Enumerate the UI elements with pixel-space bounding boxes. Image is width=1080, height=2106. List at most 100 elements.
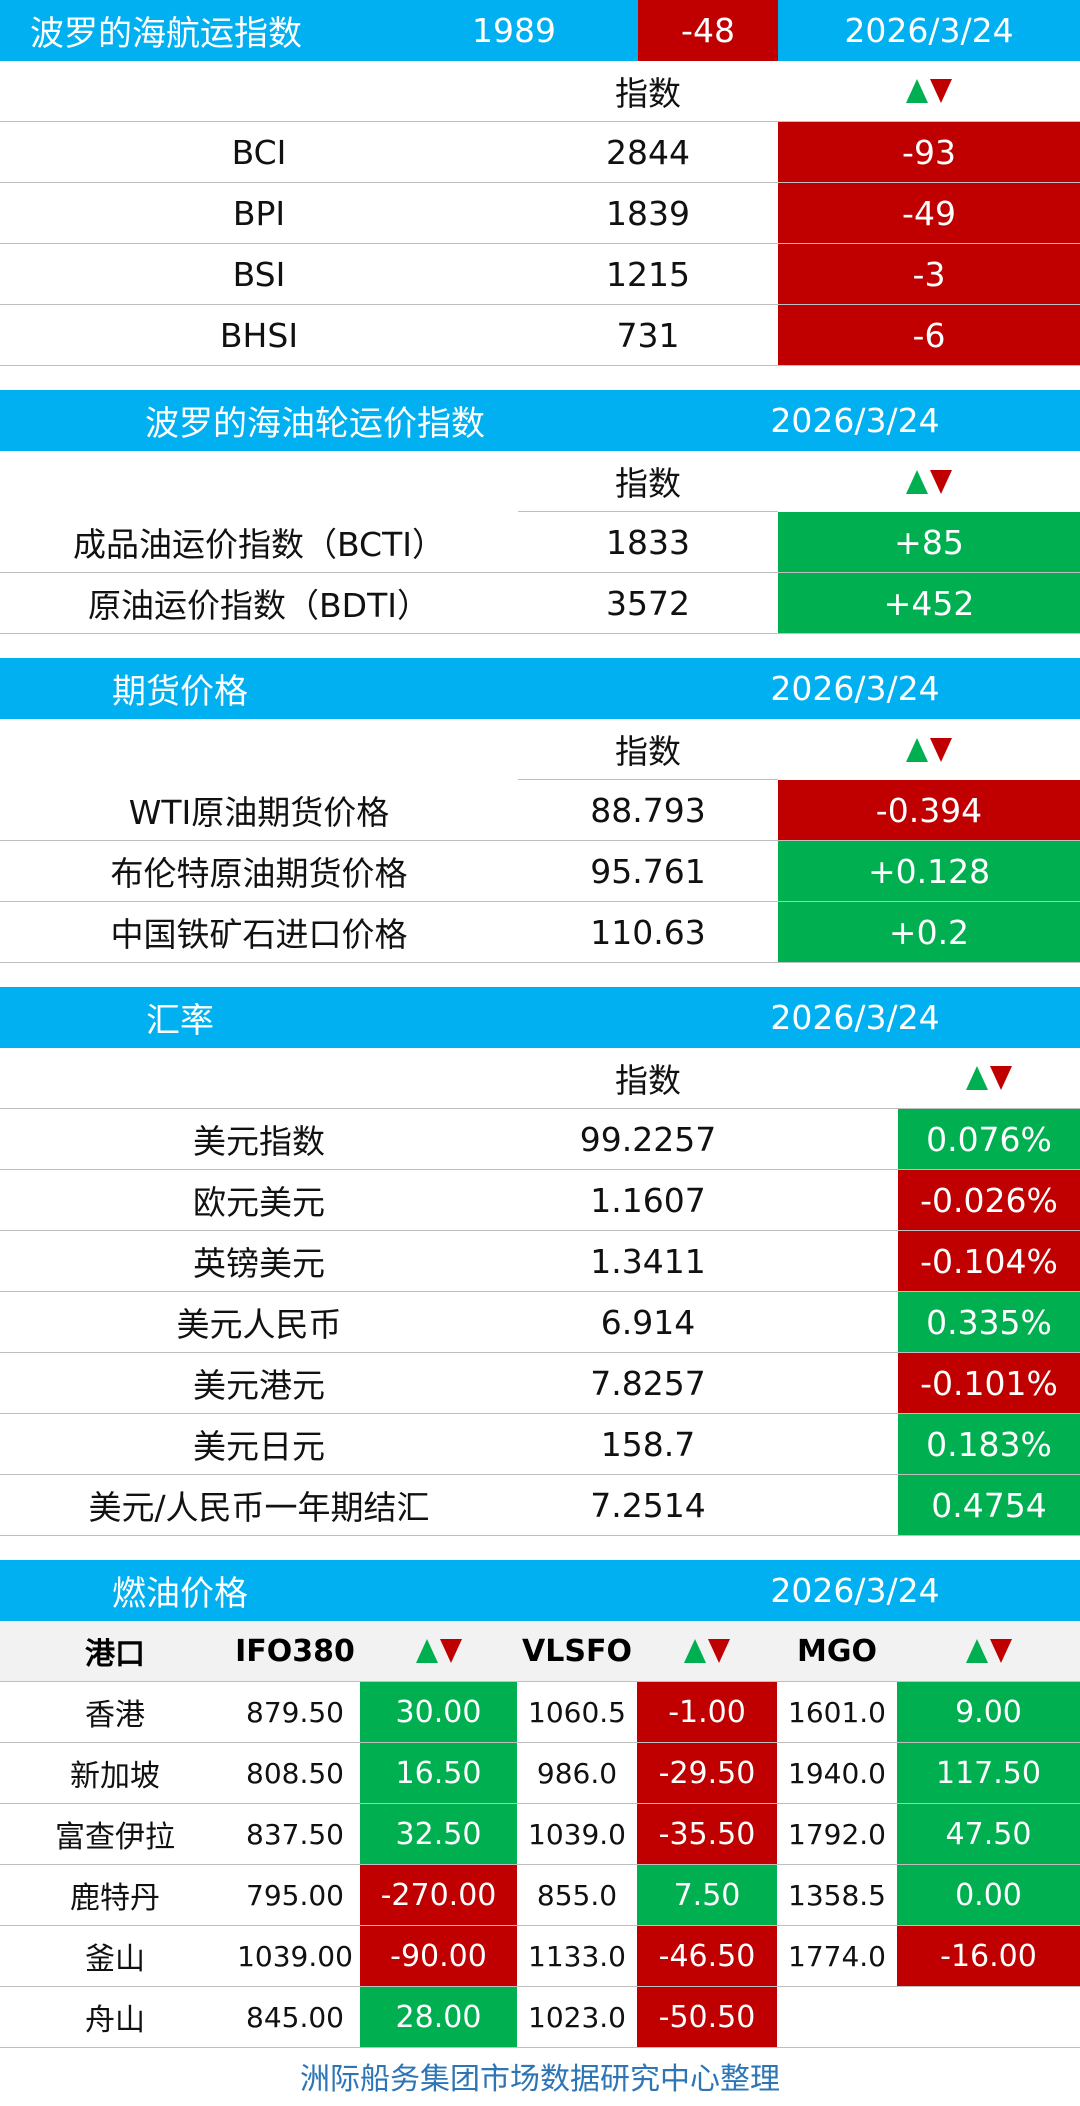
- fuel-rows: 香港 879.50 30.00 1060.5 -1.00 1601.0 9.00 新加坡 808…: [0, 1682, 1080, 2048]
- row-mgo: 1940.0: [788, 1756, 886, 1790]
- row-name: 英镑美元: [193, 1244, 325, 1283]
- tanker-col-index: 指数: [518, 451, 778, 512]
- row-ifo-change: 28.00: [360, 1987, 517, 2047]
- row-change: +0.128: [778, 841, 1080, 901]
- row-vlsfo: 1060.5: [528, 1695, 626, 1729]
- row-vlsfo-change: -46.50: [637, 1926, 777, 1986]
- row-ifo: 795.00: [246, 1878, 344, 1912]
- row-change: -3: [778, 244, 1080, 304]
- row-value: 99.2257: [579, 1119, 717, 1159]
- updown-icon: [778, 451, 1080, 512]
- bdi-header: 波罗的海航运指数 1989 -48 2026/3/24: [0, 0, 1080, 61]
- table-row: WTI原油期货价格 88.793 -0.394: [0, 780, 1080, 841]
- table-row: 美元人民币 6.914 0.335%: [0, 1292, 1080, 1353]
- table-row: 美元指数 99.2257 0.076%: [0, 1109, 1080, 1170]
- table-row: 美元港元 7.8257 -0.101%: [0, 1353, 1080, 1414]
- row-mgo: 1792.0: [788, 1817, 886, 1851]
- fx-section: 汇率 2026/3/24 指数 美元指数 99.2257 0.076% 欧元美元 1.1…: [0, 987, 1080, 1536]
- fx-date: 2026/3/24: [770, 998, 940, 1037]
- futures-col-index: 指数: [518, 719, 778, 780]
- tanker-date: 2026/3/24: [770, 401, 940, 440]
- row-ifo: 808.50: [246, 1756, 344, 1790]
- updown-icon: [898, 1048, 1080, 1108]
- row-value: 1.1607: [590, 1180, 706, 1220]
- row-mgo-change: 117.50: [897, 1743, 1080, 1803]
- row-value: 1833: [606, 522, 690, 562]
- table-row: 鹿特丹 795.00 -270.00 855.0 7.50 1358.5 0.00: [0, 1865, 1080, 1926]
- table-row: 欧元美元 1.1607 -0.026%: [0, 1170, 1080, 1231]
- updown-icon: [778, 61, 1080, 121]
- footer-credit: 洲际船务集团市场数据研究中心整理: [300, 2062, 780, 2097]
- row-mgo: [777, 1987, 897, 2047]
- fuel-date: 2026/3/24: [770, 1571, 940, 1610]
- row-change: 0.183%: [898, 1414, 1080, 1474]
- row-vlsfo: 1023.0: [528, 2000, 626, 2034]
- fuel-col-ifo: IFO380: [235, 1633, 355, 1669]
- futures-date: 2026/3/24: [770, 669, 940, 708]
- futures-colhead: 指数: [0, 719, 1080, 780]
- row-change: +0.2: [778, 902, 1080, 962]
- row-name: 美元指数: [193, 1122, 325, 1161]
- row-ifo-change: -90.00: [360, 1926, 517, 1986]
- row-mgo-change: 0.00: [897, 1865, 1080, 1925]
- row-value: 88.793: [590, 790, 706, 830]
- table-row: BPI 1839 -49: [0, 183, 1080, 244]
- updown-icon: [778, 719, 1080, 780]
- row-name: WTI原油期货价格: [128, 793, 390, 832]
- row-value: 731: [616, 315, 680, 355]
- bdi-section: 波罗的海航运指数 1989 -48 2026/3/24 指数 BCI 2844 -9…: [0, 0, 1080, 366]
- row-change: +452: [778, 573, 1080, 633]
- row-name: BSI: [232, 254, 286, 294]
- row-name: 布伦特原油期货价格: [110, 854, 408, 893]
- updown-icon: [897, 1621, 1080, 1681]
- tanker-header: 波罗的海油轮运价指数 2026/3/24: [0, 390, 1080, 451]
- row-name: 中国铁矿石进口价格: [110, 915, 408, 954]
- table-row: BHSI 731 -6: [0, 305, 1080, 366]
- row-mgo-change: [897, 1987, 1080, 2047]
- table-row: 富查伊拉 837.50 32.50 1039.0 -35.50 1792.0 47.50: [0, 1804, 1080, 1865]
- table-row: 美元日元 158.7 0.183%: [0, 1414, 1080, 1475]
- row-port: 釜山: [85, 1942, 145, 1977]
- row-value: 1215: [606, 254, 690, 294]
- table-row: 中国铁矿石进口价格 110.63 +0.2: [0, 902, 1080, 963]
- row-ifo-change: -270.00: [360, 1865, 517, 1925]
- row-value: 2844: [606, 132, 690, 172]
- row-name: 美元/人民币一年期结汇: [88, 1488, 430, 1527]
- tanker-colhead: 指数: [0, 451, 1080, 512]
- row-value: 158.7: [600, 1424, 696, 1464]
- row-mgo: 1601.0: [788, 1695, 886, 1729]
- row-change: 0.4754: [898, 1475, 1080, 1535]
- row-vlsfo: 1133.0: [528, 1939, 626, 1973]
- row-value: 1.3411: [590, 1241, 706, 1281]
- row-value: 7.2514: [590, 1485, 706, 1525]
- row-name: 美元港元: [193, 1366, 325, 1405]
- table-row: 新加坡 808.50 16.50 986.0 -29.50 1940.0 117.50: [0, 1743, 1080, 1804]
- table-row: 英镑美元 1.3411 -0.104%: [0, 1231, 1080, 1292]
- row-mgo-change: -16.00: [897, 1926, 1080, 1986]
- row-name: 成品油运价指数（BCTI）: [73, 525, 445, 564]
- row-value: 3572: [606, 583, 690, 623]
- bdi-value: 1989: [472, 11, 556, 50]
- row-name: BHSI: [219, 315, 299, 355]
- table-row: BCI 2844 -93: [0, 122, 1080, 183]
- row-change: -0.101%: [898, 1353, 1080, 1413]
- bdi-colhead: 指数: [0, 61, 1080, 122]
- row-port: 鹿特丹: [70, 1881, 160, 1916]
- table-row: 美元/人民币一年期结汇 7.2514 0.4754: [0, 1475, 1080, 1536]
- bdi-title: 波罗的海航运指数: [30, 14, 302, 54]
- table-row: 舟山 845.00 28.00 1023.0 -50.50: [0, 1987, 1080, 2048]
- row-change: 0.335%: [898, 1292, 1080, 1352]
- row-vlsfo: 1039.0: [528, 1817, 626, 1851]
- row-change: +85: [778, 512, 1080, 572]
- fx-rows: 美元指数 99.2257 0.076% 欧元美元 1.1607 -0.026% 英镑美元 1.…: [0, 1109, 1080, 1536]
- row-change: -49: [778, 183, 1080, 243]
- row-port: 富查伊拉: [55, 1820, 175, 1855]
- row-ifo-change: 16.50: [360, 1743, 517, 1803]
- updown-icon: [360, 1621, 517, 1681]
- fx-title: 汇率: [146, 1001, 214, 1041]
- futures-header: 期货价格 2026/3/24: [0, 658, 1080, 719]
- row-port: 香港: [85, 1698, 145, 1733]
- row-vlsfo-change: 7.50: [637, 1865, 777, 1925]
- row-value: 1839: [606, 193, 690, 233]
- row-mgo: 1774.0: [788, 1939, 886, 1973]
